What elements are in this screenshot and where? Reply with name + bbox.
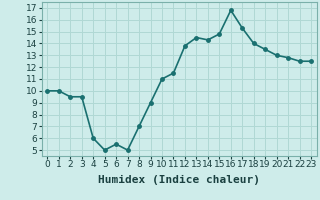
X-axis label: Humidex (Indice chaleur): Humidex (Indice chaleur) <box>98 175 260 185</box>
